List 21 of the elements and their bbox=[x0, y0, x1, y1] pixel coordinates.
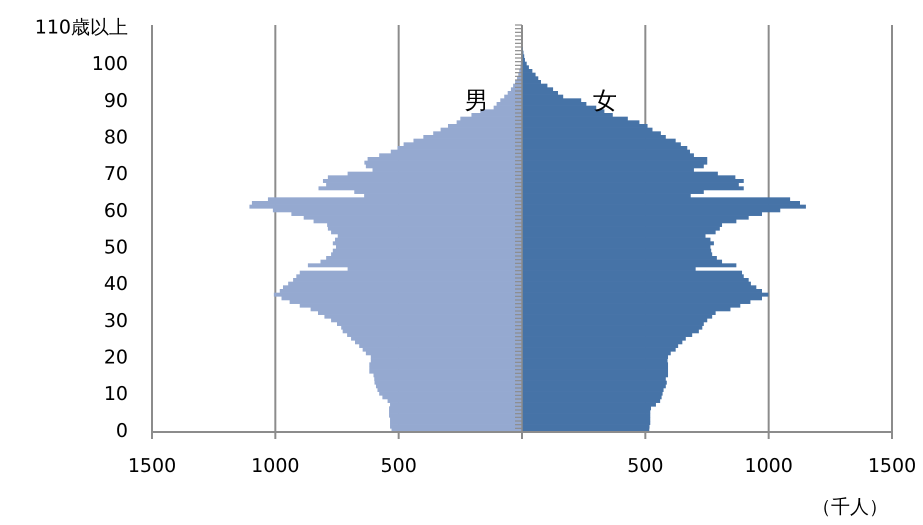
x-axis-title: （千人） bbox=[812, 496, 888, 518]
y-tick-label: 50 bbox=[104, 236, 128, 258]
x-tick-label: 500 bbox=[627, 455, 664, 477]
y-tick-label: 30 bbox=[104, 310, 128, 332]
series-label: 男 bbox=[464, 86, 488, 115]
x-tick-label: 1500 bbox=[128, 455, 176, 477]
series-label: 女 bbox=[593, 86, 618, 115]
x-tick-label: 1500 bbox=[868, 455, 916, 477]
y-tick-label: 40 bbox=[104, 273, 128, 296]
y-tick-label: 0 bbox=[116, 420, 128, 442]
y-tick-label: 90 bbox=[104, 90, 128, 112]
x-tick-label: 500 bbox=[380, 455, 417, 477]
x-tick-label: 1000 bbox=[744, 455, 793, 477]
y-tick-label: 80 bbox=[104, 126, 128, 148]
y-tick-label: 10 bbox=[104, 383, 128, 406]
y-tick-label: 60 bbox=[104, 200, 128, 222]
y-tick-label: 100 bbox=[92, 53, 128, 76]
y-tick-label: 20 bbox=[104, 346, 128, 368]
y-tick-label: 70 bbox=[104, 163, 128, 186]
y-tick-label: 110歳以上 bbox=[34, 16, 128, 38]
x-tick-label: 1000 bbox=[251, 455, 300, 477]
